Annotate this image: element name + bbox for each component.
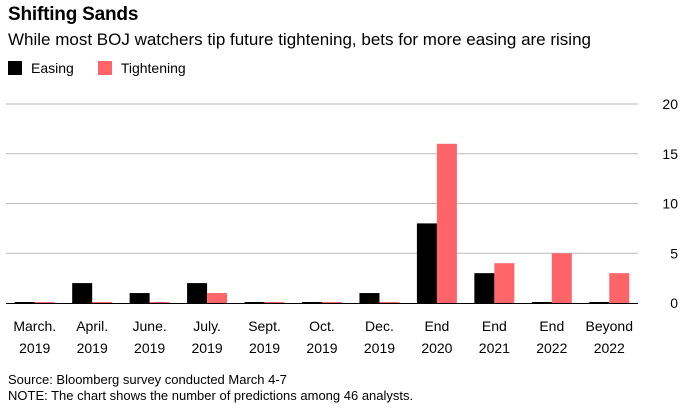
x-tick-label-year: 2019 <box>19 340 50 356</box>
bar-tightening <box>207 293 228 303</box>
bar-easing <box>416 223 437 303</box>
x-tick-label: End <box>539 318 564 334</box>
bar-easing <box>474 273 495 303</box>
bar-tightening <box>264 302 285 303</box>
legend-label-tightening: Tightening <box>120 60 186 76</box>
x-tick-label-year: 2019 <box>134 340 165 356</box>
y-tick-label: 15 <box>662 146 678 162</box>
x-tick-label: Sept. <box>248 318 281 334</box>
x-tick-label: April. <box>76 318 108 334</box>
x-tick-label-year: 2019 <box>249 340 280 356</box>
bar-easing <box>187 283 208 303</box>
source-note: Source: Bloomberg survey conducted March… <box>8 372 287 387</box>
x-tick-label-year: 2020 <box>421 340 452 356</box>
legend-label-easing: Easing <box>31 60 74 76</box>
x-tick-label: July. <box>193 318 221 334</box>
bar-tightening <box>149 302 170 303</box>
x-tick-label: March. <box>13 318 56 334</box>
legend-swatch-tightening <box>97 61 112 75</box>
bar-tightening <box>551 253 572 303</box>
legend-item-tightening: Tightening <box>97 60 186 76</box>
chart-subtitle: While most BOJ watchers tip future tight… <box>8 30 591 49</box>
bar-tightening <box>494 263 515 303</box>
legend-swatch-easing <box>8 61 22 75</box>
x-tick-label-year: 2019 <box>192 340 223 356</box>
y-tick-label: 5 <box>670 245 678 261</box>
x-tick-label: June. <box>133 318 167 334</box>
x-tick-label: Oct. <box>309 318 335 334</box>
x-tick-label-year: 2022 <box>594 340 625 356</box>
y-tick-label: 20 <box>662 96 678 112</box>
bar-tightening <box>34 302 55 303</box>
bar-tightening <box>609 273 630 303</box>
bar-easing <box>359 293 380 303</box>
x-tick-label-year: 2021 <box>479 340 510 356</box>
y-tick-label: 0 <box>670 295 678 311</box>
legend-item-easing: Easing <box>8 60 74 76</box>
chart-title: Shifting Sands <box>8 4 139 25</box>
x-tick-label: End <box>424 318 449 334</box>
bar-easing <box>129 293 150 303</box>
x-tick-label-year: 2022 <box>536 340 567 356</box>
x-tick-label-year: 2019 <box>306 340 337 356</box>
analyst-note: NOTE: The chart shows the number of pred… <box>8 388 414 403</box>
bar-tightening <box>92 302 113 303</box>
x-tick-label: Beyond <box>586 318 633 334</box>
x-tick-label-year: 2019 <box>364 340 395 356</box>
x-tick-label-year: 2019 <box>77 340 108 356</box>
x-tick-label: End <box>482 318 507 334</box>
bar-tightening <box>379 302 400 303</box>
bar-easing <box>589 302 610 303</box>
bar-tightening <box>436 143 457 303</box>
legend: Easing Tightening <box>8 60 210 76</box>
bar-easing <box>531 302 552 303</box>
bar-easing <box>244 302 265 303</box>
bar-chart: 0 5 10 15 20 March. 2019 April. 2019 June. 2019 Jul… <box>6 96 678 356</box>
bar-tightening <box>322 302 342 303</box>
chart-notes: Source: Bloomberg survey conducted March… <box>8 372 413 404</box>
y-tick-label: 10 <box>662 196 678 212</box>
bar-easing <box>302 302 322 303</box>
bar-easing <box>72 283 93 303</box>
x-tick-label: Dec. <box>365 318 394 334</box>
bar-easing <box>14 302 35 303</box>
